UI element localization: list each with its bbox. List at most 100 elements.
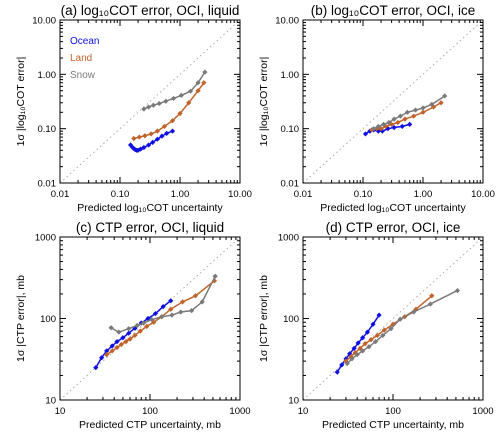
data-point-land — [201, 80, 207, 86]
data-point-snow — [370, 126, 377, 132]
legend-entry-ocean: Ocean — [70, 36, 99, 47]
data-point-snow — [163, 98, 169, 104]
data-point-snow — [454, 287, 461, 294]
data-point-ocean — [99, 355, 105, 361]
data-point-snow — [388, 326, 394, 332]
data-point-land — [211, 278, 218, 284]
data-point-snow — [108, 325, 114, 331]
x-tick-label: 1000 — [229, 406, 250, 417]
data-point-snow — [189, 308, 195, 314]
chart-panel-4: 10 100 1000 10 100 1000 (d) CTP error, OCI, ic… — [258, 220, 494, 431]
data-point-snow — [169, 312, 175, 318]
chart-title: (c) CTP error, OCI, liquid — [76, 220, 224, 235]
x-tick-label: 100 — [142, 406, 158, 417]
data-point-land — [420, 109, 426, 115]
data-point-snow — [375, 123, 381, 130]
data-point-land — [136, 134, 142, 140]
y-axis-label: 1σ |log₁₀COT error| — [258, 57, 270, 147]
data-point-ocean — [339, 362, 345, 368]
data-point-snow — [199, 299, 205, 305]
x-tick-label: 0.01 — [51, 189, 70, 200]
data-point-land — [352, 350, 358, 356]
data-point-ocean — [376, 312, 382, 318]
one-to-one-line — [302, 236, 484, 401]
data-point-snow — [159, 314, 165, 320]
x-tick-label: 1000 — [472, 406, 493, 417]
y-tick-label: 100 — [40, 314, 56, 325]
y-tick-label: 0.01 — [38, 179, 57, 190]
data-point-snow — [380, 332, 386, 339]
data-point-ocean — [126, 330, 132, 336]
data-point-land — [389, 121, 395, 127]
data-point-land — [137, 328, 143, 334]
data-point-land — [368, 337, 374, 343]
data-point-snow — [420, 105, 426, 111]
data-point-ocean — [154, 136, 160, 142]
data-point-snow — [126, 326, 132, 332]
data-point-land — [402, 116, 408, 122]
plot-frame — [59, 236, 241, 401]
data-point-land — [395, 119, 401, 126]
chart-panel-3: 10 100 1000 10 100 1000 (c) CTP error, OCI, li… — [15, 220, 251, 431]
chart-title: (b) log₁₀COT error, OCI, ice — [311, 3, 475, 18]
y-tick-label: 1000 — [278, 233, 299, 244]
data-point-land — [381, 327, 387, 333]
data-point-snow — [404, 109, 411, 115]
data-point-ocean — [385, 126, 391, 132]
data-point-snow — [146, 104, 152, 110]
data-point-land — [104, 352, 110, 358]
data-point-snow — [212, 273, 218, 279]
y-axis-label: 1σ |CTP error|, mb — [258, 275, 270, 362]
series-line-ocean — [336, 314, 380, 373]
data-point-land — [148, 131, 154, 137]
data-point-snow — [429, 101, 435, 107]
data-point-snow — [397, 113, 403, 119]
x-axis-label: Predicted CTP uncertainty, mb — [322, 419, 464, 431]
plot-frame — [59, 19, 241, 184]
data-point-land — [123, 339, 129, 345]
data-point-land — [168, 306, 174, 312]
data-point-ocean — [379, 128, 385, 134]
data-point-snow — [354, 352, 360, 358]
data-point-ocean — [364, 329, 371, 335]
data-point-ocean — [141, 144, 147, 151]
data-point-ocean — [160, 303, 166, 310]
data-point-snow — [141, 106, 147, 112]
data-point-snow — [372, 339, 379, 345]
data-point-land — [430, 104, 437, 110]
legend-entry-land: Land — [70, 53, 92, 64]
x-tick-label: 100 — [385, 406, 401, 417]
data-point-snow — [178, 92, 184, 98]
data-point-snow — [397, 316, 403, 322]
data-point-ocean — [169, 128, 176, 134]
data-point-snow — [116, 329, 122, 335]
data-point-snow — [427, 301, 433, 307]
data-point-land — [348, 354, 354, 360]
data-point-land — [154, 128, 160, 134]
y-axis-label: 1σ |CTP error|, mb — [15, 275, 27, 362]
data-point-ocean — [334, 369, 340, 375]
x-tick-label: 0.10 — [111, 189, 130, 200]
x-tick-label: 1.00 — [414, 189, 433, 200]
one-to-one-line — [302, 19, 484, 184]
data-point-snow — [202, 69, 208, 75]
y-tick-label: 0.10 — [38, 124, 57, 135]
data-point-ocean — [370, 321, 376, 327]
data-point-ocean — [164, 130, 170, 136]
y-tick-label: 10 — [288, 396, 299, 407]
data-point-land — [131, 135, 137, 142]
y-tick-label: 1000 — [35, 233, 56, 244]
chart-title: (a) log₁₀COT error, OCI, liquid — [61, 3, 240, 18]
data-point-ocean — [114, 339, 120, 345]
plot-frame — [302, 236, 484, 401]
data-point-land — [429, 293, 435, 299]
data-point-snow — [170, 95, 177, 102]
data-point-ocean — [362, 131, 369, 137]
data-point-land — [192, 293, 199, 299]
data-point-land — [161, 123, 168, 130]
data-point-snow — [344, 360, 350, 367]
data-point-snow — [391, 116, 397, 122]
data-point-land — [378, 126, 384, 132]
data-point-ocean — [168, 298, 174, 304]
data-point-snow — [360, 348, 366, 354]
